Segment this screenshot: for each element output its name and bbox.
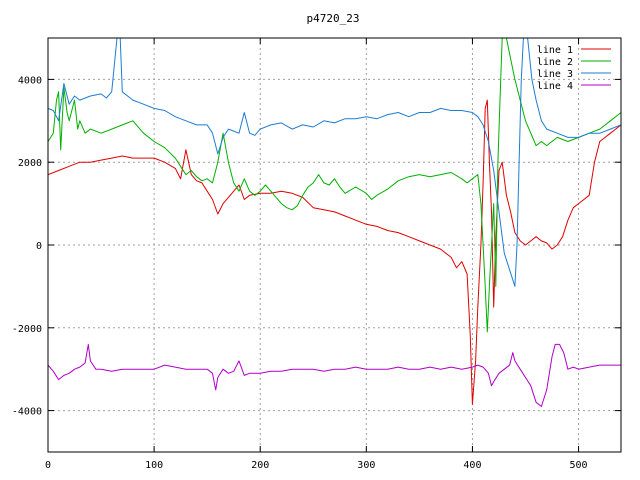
y-axis-ticks: -4000 -2000 0 2000 4000 xyxy=(12,75,621,418)
series-line-3 xyxy=(48,38,621,287)
x-axis-ticks: 0 100 200 300 400 500 xyxy=(45,38,588,471)
x-tick-label: 300 xyxy=(357,460,375,471)
legend-label-3: line 3 xyxy=(537,69,573,80)
x-tick-label: 500 xyxy=(570,460,588,471)
series-line-4 xyxy=(48,343,621,407)
legend-label-2: line 2 xyxy=(537,57,573,68)
grid xyxy=(47,38,621,452)
y-tick-label: 0 xyxy=(36,241,42,252)
legend-label-1: line 1 xyxy=(537,45,573,56)
x-tick-label: 100 xyxy=(145,460,163,471)
x-tick-label: 200 xyxy=(251,460,269,471)
y-tick-label: 4000 xyxy=(18,75,42,86)
x-tick-label: 400 xyxy=(463,460,481,471)
chart-title: p4720_23 xyxy=(307,12,360,25)
x-tick-label: 0 xyxy=(45,460,51,471)
y-tick-label: -4000 xyxy=(12,407,42,418)
legend-label-4: line 4 xyxy=(537,81,573,92)
series-line-1 xyxy=(48,99,621,405)
plot-frame xyxy=(47,37,622,453)
y-tick-label: 2000 xyxy=(18,158,42,169)
y-tick-label: -2000 xyxy=(12,324,42,335)
series-lines xyxy=(48,38,621,407)
series-line-2 xyxy=(48,38,621,333)
